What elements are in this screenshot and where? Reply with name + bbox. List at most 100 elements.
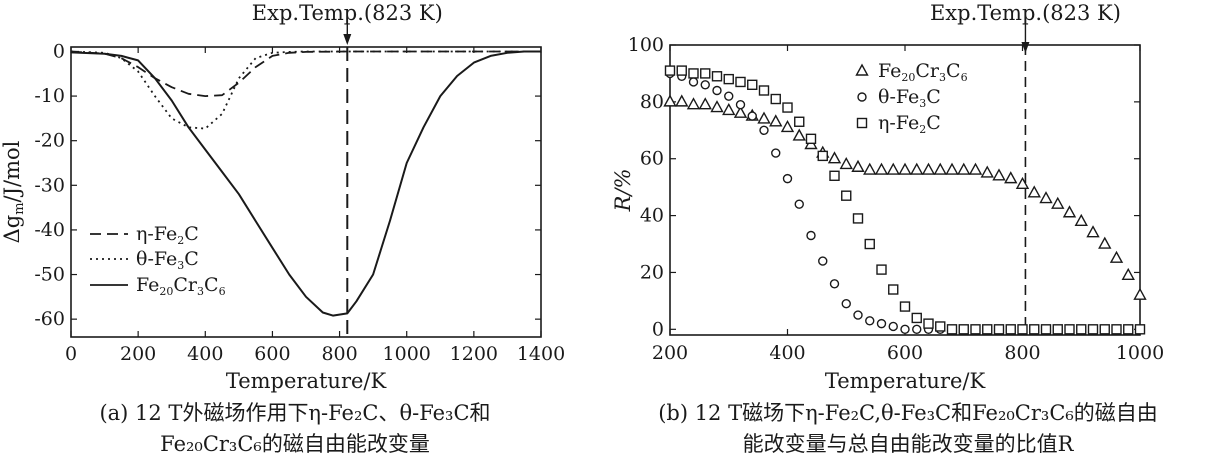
chart-panel-a: 0 200 400 600 800 1000 1200 1400 0 -10 -20 -30 -40 -5…: [0, 0, 590, 467]
point-b-square: [1017, 324, 1028, 335]
point-b-square: [841, 190, 852, 201]
chart-b-svg: 200 400 600 800 1000 0 20 40 60 80 100 Temperature/…: [611, 1, 1164, 393]
y-tick-label-b: 0: [652, 318, 664, 340]
x-tick-label-a: 1200: [450, 343, 498, 365]
point-b-circle: [806, 230, 816, 241]
point-b-square: [1123, 324, 1134, 335]
point-b-square: [1029, 324, 1040, 335]
point-b-square: [1040, 324, 1052, 335]
point-b-square: [1005, 324, 1016, 335]
y-tick-label-a: -30: [34, 174, 65, 196]
y-tick-label-b: 20: [640, 261, 664, 283]
exp-temp-label-b: Exp.Temp.(823 K): [930, 1, 1121, 25]
point-b-square: [782, 102, 793, 113]
x-tick-label-b: 400: [769, 342, 805, 364]
point-b-triangle: [792, 128, 806, 141]
point-b-square: [747, 79, 758, 91]
series-line-a-0: [70, 50, 541, 97]
point-b-triangle: [851, 159, 865, 172]
point-b-square: [758, 85, 770, 96]
caption-b-line1: (b) 12 T磁场下η-Fe₂C,θ-Fe₃C和Fe₂₀Cr₃C₆的磁自由: [658, 401, 1158, 425]
point-b-square: [770, 93, 781, 105]
point-b-triangle: [675, 94, 689, 107]
y-tick-label-a: -50: [34, 264, 65, 286]
point-b-square: [864, 238, 875, 250]
point-b-triangle: [827, 151, 842, 164]
x-tick-label-a: 1000: [383, 343, 431, 365]
point-b-triangle: [863, 162, 877, 175]
point-b-triangle: [839, 156, 853, 170]
point-b-square: [735, 76, 746, 88]
point-b-circle: [912, 324, 922, 335]
point-b-triangle: [921, 162, 936, 175]
point-b-square: [946, 324, 958, 335]
point-b-square: [911, 312, 922, 324]
point-b-triangle: [1051, 196, 1065, 209]
legend-label-a-0: η-Fe2C: [136, 223, 199, 247]
point-b-circle: [818, 256, 828, 266]
point-b-square: [1134, 324, 1146, 335]
y-axis-label-b: R/%: [611, 169, 635, 213]
x-tick-label-a: 400: [187, 343, 223, 365]
x-tick-label-b: 1000: [1116, 342, 1164, 364]
legend-marker-b-0: [855, 63, 869, 76]
point-b-circle: [735, 100, 746, 110]
point-b-triangle: [698, 97, 712, 110]
x-tick-label-b: 600: [887, 342, 923, 364]
point-b-triangle: [898, 162, 912, 175]
point-b-circle: [688, 77, 699, 87]
point-b-square: [852, 213, 864, 224]
point-b-circle: [747, 111, 757, 121]
series-line-a-2: [70, 50, 541, 317]
caption-b: (b) 12 T磁场下η-Fe₂C,θ-Fe₃C和Fe₂₀Cr₃C₆的磁自由 能…: [600, 398, 1216, 460]
point-b-square: [1087, 324, 1099, 335]
point-b-square: [958, 324, 969, 335]
point-b-square: [1111, 324, 1122, 335]
point-b-square: [817, 150, 828, 162]
point-b-triangle: [980, 165, 994, 178]
legend-label-b-0: Fe20Cr3C6: [878, 60, 968, 84]
point-b-square: [993, 324, 1005, 335]
point-b-square: [899, 301, 911, 312]
point-b-square: [1064, 324, 1075, 335]
x-tick-label-a: 0: [65, 343, 77, 365]
exp-temp-arrow-head-b: [1021, 42, 1030, 53]
y-tick-label-b: 100: [628, 34, 664, 56]
chart-panel-b: 200 400 600 800 1000 0 20 40 60 80 100 Temperature/…: [600, 0, 1216, 467]
point-b-circle: [853, 310, 863, 320]
x-tick-label-a: 800: [321, 343, 357, 365]
y-axis-label-a: Δgm/J/mol: [0, 140, 27, 243]
point-b-circle: [900, 324, 910, 335]
point-b-triangle: [910, 162, 924, 175]
point-b-triangle: [733, 105, 748, 118]
point-b-square: [970, 324, 981, 335]
point-b-square: [700, 68, 711, 79]
point-b-circle: [771, 148, 781, 158]
x-axis-label-a: Temperature/K: [226, 369, 387, 393]
point-b-circle: [876, 318, 887, 329]
point-b-square: [805, 133, 817, 145]
point-b-circle: [865, 316, 875, 326]
point-b-square: [794, 116, 805, 127]
point-b-square: [711, 71, 723, 82]
point-b-circle: [888, 321, 898, 332]
y-tick-label-a: -20: [34, 130, 65, 152]
point-b-circle: [700, 80, 710, 90]
point-b-square: [982, 324, 993, 335]
x-tick-label-a: 600: [254, 343, 290, 365]
point-b-square: [876, 264, 887, 275]
legend-label-a-2: Fe20Cr3C6: [136, 274, 226, 298]
caption-a-line2: Fe₂₀Cr₃C₆的磁自由能改变量: [160, 432, 430, 456]
point-b-circle: [829, 279, 840, 289]
point-b-triangle: [780, 119, 795, 133]
caption-b-line2: 能改变量与总自由能改变量的比值R: [742, 432, 1074, 456]
point-b-triangle: [1133, 287, 1147, 300]
point-b-triangle: [874, 162, 889, 175]
x-tick-label-b: 800: [1004, 342, 1040, 364]
caption-a-line1: (a) 12 T外磁场作用下η-Fe₂C、θ-Fe₃C和: [99, 401, 491, 425]
legend-label-a-1: θ-Fe3C: [136, 248, 199, 272]
y-tick-label-a: 0: [53, 40, 65, 62]
point-b-triangle: [957, 162, 971, 175]
point-b-square: [664, 65, 676, 76]
y-tick-label-b: 40: [640, 205, 664, 227]
